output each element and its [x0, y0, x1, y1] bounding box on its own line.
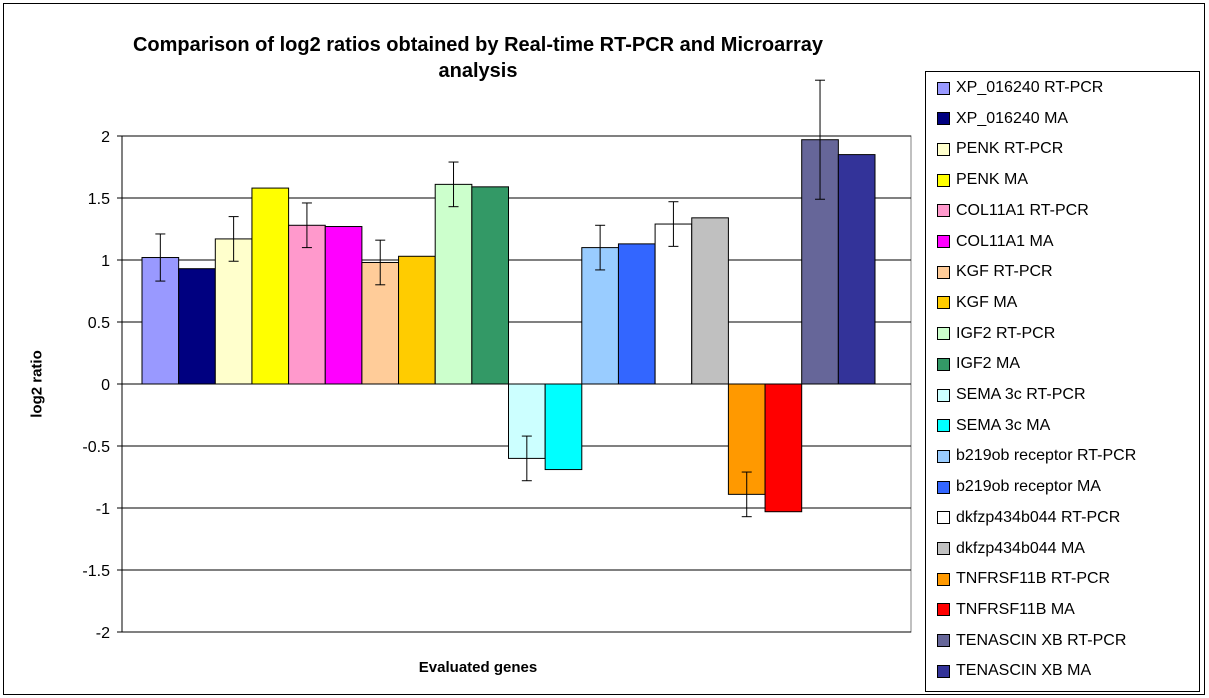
legend-item: TNFRSF11B RT-PCR — [937, 568, 1110, 590]
legend-label: SEMA 3c RT-PCR — [956, 386, 1086, 403]
bar — [764, 383, 803, 513]
legend-label: IGF2 MA — [956, 355, 1021, 373]
y-tick-label: -1 — [96, 501, 110, 518]
legend-swatch — [937, 112, 950, 126]
bar — [544, 383, 583, 471]
legend-swatch — [937, 634, 950, 648]
x-axis-label: Evaluated genes — [418, 659, 538, 676]
y-axis-label: log2 ratio — [28, 350, 46, 418]
legend-item: SEMA 3c RT-PCR — [937, 384, 1086, 406]
legend-label: PENK MA — [956, 171, 1029, 189]
legend-swatch — [937, 511, 950, 525]
legend-item: KGF RT-PCR — [937, 261, 1053, 283]
bar — [434, 183, 473, 385]
legend-swatch — [937, 173, 950, 187]
legend-item: KGF MA — [937, 292, 1017, 314]
y-tick-label: 1.5 — [88, 191, 110, 208]
legend-item: IGF2 MA — [937, 353, 1020, 375]
legend-item: b219ob receptor MA — [937, 476, 1101, 498]
y-tick-label: 0 — [101, 377, 110, 394]
legend-swatch — [937, 235, 950, 248]
legend-item: TENASCIN XB MA — [937, 660, 1091, 682]
legend-swatch — [937, 603, 950, 617]
legend-label: TENASCIN XB RT-PCR — [956, 631, 1127, 649]
legend-label: IGF2 RT-PCR — [956, 324, 1056, 342]
bar — [691, 217, 729, 385]
y-tick-label: -1.5 — [82, 563, 110, 580]
legend: XP_016240 RT-PCR XP_016240 MA PENK RT-PCR P… — [925, 71, 1200, 692]
bar — [654, 223, 693, 385]
bars — [141, 139, 876, 513]
bar — [251, 187, 290, 385]
legend-label: XP_016240 RT-PCR — [956, 79, 1104, 96]
bar — [471, 186, 510, 385]
y-tick-label: 0.5 — [88, 315, 110, 332]
legend-swatch — [937, 664, 950, 678]
legend-swatch — [937, 449, 950, 463]
bar — [214, 238, 253, 385]
legend-label: XP_016240 MA — [956, 109, 1069, 127]
chart-title: Comparison of log2 ratios obtained by Re… — [132, 34, 824, 82]
legend-item: b219ob receptor RT-PCR — [937, 445, 1136, 467]
legend-label: dkfzp434b044 RT-PCR — [956, 508, 1121, 526]
legend-item: XP_016240 MA — [937, 108, 1068, 130]
y-tick-label: 2 — [101, 129, 110, 146]
bar — [617, 243, 656, 385]
legend-swatch — [937, 327, 950, 341]
legend-swatch — [937, 296, 950, 310]
legend-swatch — [937, 265, 950, 279]
legend-label: SEMA 3c MA — [956, 416, 1051, 434]
legend-swatch — [937, 81, 950, 95]
bar — [398, 255, 436, 385]
error-bars — [155, 79, 826, 518]
legend-label: TNFRSF11B RT-PCR — [956, 570, 1111, 588]
legend-item: IGF2 RT-PCR — [937, 323, 1055, 345]
legend-swatch — [937, 357, 950, 371]
legend-swatch — [937, 388, 950, 402]
bar — [324, 226, 363, 385]
legend-label: PENK RT-PCR — [956, 140, 1064, 158]
legend-label: TENASCIN XB MA — [956, 662, 1092, 680]
legend-item: TNFRSF11B MA — [937, 599, 1075, 621]
legend-item: dkfzp434b044 MA — [937, 538, 1085, 560]
bar — [178, 268, 216, 385]
legend-item: COL11A1 MA — [937, 231, 1054, 253]
legend-swatch — [937, 419, 950, 433]
legend-swatch — [937, 542, 950, 555]
legend-item: dkfzp434b044 RT-PCR — [937, 507, 1120, 529]
legend-label: COL11A1 RT-PCR — [956, 201, 1089, 219]
bar — [837, 154, 876, 385]
legend-label: b219ob receptor MA — [956, 478, 1101, 496]
legend-swatch — [937, 572, 950, 586]
legend-item: XP_016240 RT-PCR — [937, 77, 1103, 99]
legend-label: b219ob receptor RT-PCR — [956, 447, 1137, 465]
y-tick-label: 1 — [101, 253, 110, 270]
bar — [288, 224, 326, 385]
legend-swatch — [937, 480, 950, 494]
y-tick-label: -0.5 — [82, 439, 110, 456]
legend-item: SEMA 3c MA — [937, 415, 1050, 437]
legend-swatch — [937, 204, 950, 218]
legend-label: dkfzp434b044 MA — [956, 539, 1085, 557]
legend-label: KGF RT-PCR — [956, 263, 1053, 281]
legend-item: COL11A1 RT-PCR — [937, 200, 1089, 222]
legend-item: PENK RT-PCR — [937, 138, 1063, 160]
legend-swatch — [937, 142, 950, 156]
y-tick-label: -2 — [96, 625, 110, 642]
y-axis-ticks: 2 1.5 1 0.5 0 -0.5 -1 -1.5 -2 — [82, 129, 123, 642]
legend-item: TENASCIN XB RT-PCR — [937, 630, 1126, 652]
legend-label: KGF MA — [956, 293, 1018, 311]
legend-item: PENK MA — [937, 169, 1028, 191]
legend-label: TNFRSF11B MA — [956, 600, 1075, 618]
legend-label: COL11A1 MA — [956, 232, 1054, 250]
